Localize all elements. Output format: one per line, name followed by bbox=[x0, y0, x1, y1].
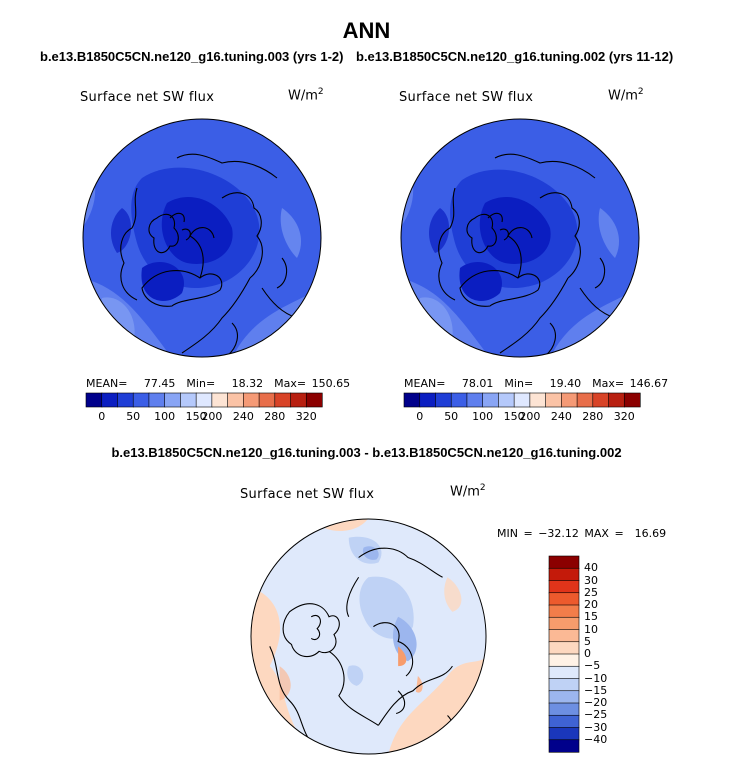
colorbar-1-box bbox=[498, 392, 515, 408]
colorbar-diff-tick-label: 15 bbox=[584, 610, 598, 624]
colorbar-1-box bbox=[623, 392, 641, 408]
colorbar-diff-tick-label: 40 bbox=[584, 561, 598, 575]
colorbar-diff-box bbox=[548, 702, 580, 716]
colorbar-0-tick-label: 320 bbox=[295, 410, 317, 423]
colorbar-diff-box bbox=[548, 580, 580, 594]
colorbar-diff-box bbox=[548, 690, 580, 704]
colorbar-1-tick-label: 50 bbox=[444, 410, 459, 423]
colorbar-1-box bbox=[576, 392, 594, 408]
colorbar-0-box bbox=[305, 392, 323, 408]
colorbar-diff-box bbox=[548, 641, 580, 655]
diff-case-title: b.e13.B1850C5CN.ne120_g16.tuning.003 - b… bbox=[111, 445, 622, 460]
colorbar-0-tick-label: 0 bbox=[98, 410, 106, 423]
colorbar-diff-box bbox=[548, 739, 580, 753]
colorbar-1-tick-label: 0 bbox=[416, 410, 424, 423]
variable-label-right: Surface net SW flux bbox=[399, 90, 534, 105]
colorbar-diff-tick-label: 0 bbox=[584, 647, 591, 660]
colorbar-0-box bbox=[258, 392, 276, 408]
colorbar-1-box bbox=[466, 392, 484, 408]
colorbar-diff-tick-label: 10 bbox=[584, 622, 598, 636]
colorbar-0-tick-label: 280 bbox=[264, 410, 286, 423]
colorbar-1-tick-label: 150 bbox=[503, 410, 525, 423]
polar-map-left bbox=[82, 118, 322, 358]
colorbar-diff-box bbox=[548, 653, 580, 667]
colorbar-1-box bbox=[513, 392, 531, 408]
colorbar-diff-tick-label: 25 bbox=[584, 585, 598, 599]
colorbar-1-box bbox=[435, 392, 452, 408]
colorbar-0-box bbox=[164, 392, 181, 408]
colorbar-diff-tick-label: 20 bbox=[584, 598, 598, 611]
page-title: ANN bbox=[342, 18, 391, 43]
colorbar-diff-box bbox=[548, 555, 580, 569]
stats-left: MEAN= 77.45 Min= 18.32 Max= 150.65 bbox=[86, 377, 351, 390]
colorbar-0-box bbox=[211, 392, 229, 408]
stats-right: MEAN= 78.01 Min= 19.40 Max= 146.67 bbox=[404, 377, 669, 390]
colorbar-diff-box bbox=[548, 678, 580, 692]
colorbar-1-box bbox=[450, 392, 468, 408]
case-title-left: b.e13.B1850C5CN.ne120_g16.tuning.003 (yr… bbox=[40, 49, 344, 64]
colorbar-diff-box bbox=[548, 592, 580, 606]
colorbar-diff-tick-label: −5 bbox=[584, 659, 601, 673]
colorbar-0-box bbox=[85, 392, 103, 408]
colorbar-0-box bbox=[101, 392, 119, 408]
colorbar-right bbox=[403, 392, 641, 408]
colorbar-diff-box bbox=[548, 604, 580, 618]
colorbar-left bbox=[85, 392, 323, 408]
colorbar-left-labels: 0 50 100 150 200 240 280 320 bbox=[86, 410, 322, 424]
colorbar-diff-box bbox=[548, 629, 580, 643]
units-label-left: W/m2 bbox=[288, 87, 324, 104]
colorbar-0-tick-label: 150 bbox=[185, 410, 207, 423]
colorbar-0-box bbox=[117, 392, 134, 408]
colorbar-0-tick-label: 200 bbox=[201, 410, 223, 423]
colorbar-0-box bbox=[195, 392, 213, 408]
colorbar-1-tick-label: 100 bbox=[472, 410, 494, 423]
colorbar-diff-tick-label: −15 bbox=[584, 683, 608, 697]
colorbar-diff-tick-label: 30 bbox=[584, 573, 598, 587]
colorbar-diff-tick-label: −30 bbox=[584, 720, 608, 734]
colorbar-0-box bbox=[227, 392, 244, 408]
colorbar-diff-tick-label: −10 bbox=[584, 671, 608, 685]
colorbar-0-box bbox=[180, 392, 197, 408]
colorbar-0-box bbox=[274, 392, 292, 408]
colorbar-diff-box bbox=[548, 616, 580, 631]
colorbar-1-tick-label: 240 bbox=[550, 410, 572, 423]
colorbar-0-tick-label: 100 bbox=[154, 410, 176, 423]
colorbar-0-box bbox=[132, 392, 150, 408]
colorbar-diff-box bbox=[548, 665, 580, 680]
colorbar-diff-tick-label: −40 bbox=[584, 732, 608, 746]
colorbar-1-box bbox=[545, 392, 562, 408]
diff-stats: MIN = −32.12 MAX = 16.69 bbox=[497, 527, 667, 540]
colorbar-1-box bbox=[482, 392, 499, 408]
colorbar-diff bbox=[548, 555, 580, 753]
colorbar-diff-box bbox=[548, 567, 580, 582]
polar-map-diff bbox=[250, 518, 487, 755]
colorbar-0-box bbox=[148, 392, 166, 408]
colorbar-0-box bbox=[290, 392, 307, 408]
colorbar-0-tick-label: 240 bbox=[232, 410, 254, 423]
colorbar-diff-tick-label: −25 bbox=[584, 708, 608, 722]
colorbar-diff-box bbox=[548, 714, 580, 729]
colorbar-1-box bbox=[529, 392, 547, 408]
polar-map-right bbox=[400, 118, 640, 358]
colorbar-0-box bbox=[243, 392, 260, 408]
colorbar-1-box bbox=[608, 392, 625, 408]
diff-variable-label: Surface net SW flux bbox=[240, 487, 375, 502]
colorbar-diff-labels: 40 30 25 20 15 10 5 0 −5 −10 −15 −20 −25 −30 −40 bbox=[584, 556, 624, 752]
colorbar-diff-tick-label: 5 bbox=[584, 634, 591, 648]
colorbar-1-box bbox=[592, 392, 610, 408]
colorbar-1-box bbox=[403, 392, 421, 408]
case-title-right: b.e13.B1850C5CN.ne120_g16.tuning.002 (yr… bbox=[356, 49, 674, 64]
colorbar-right-labels: 0 50 100 150 200 240 280 320 bbox=[404, 410, 640, 424]
units-label-right: W/m2 bbox=[608, 87, 644, 104]
colorbar-1-tick-label: 320 bbox=[613, 410, 635, 423]
colorbar-diff-box bbox=[548, 727, 580, 741]
variable-label-left: Surface net SW flux bbox=[80, 90, 215, 105]
colorbar-1-box bbox=[419, 392, 437, 408]
colorbar-1-tick-label: 280 bbox=[582, 410, 604, 423]
colorbar-1-box bbox=[561, 392, 578, 408]
colorbar-0-tick-label: 50 bbox=[126, 410, 141, 423]
colorbar-diff-tick-label: −20 bbox=[584, 696, 608, 709]
diff-units-label: W/m2 bbox=[450, 483, 486, 500]
colorbar-1-tick-label: 200 bbox=[519, 410, 541, 423]
